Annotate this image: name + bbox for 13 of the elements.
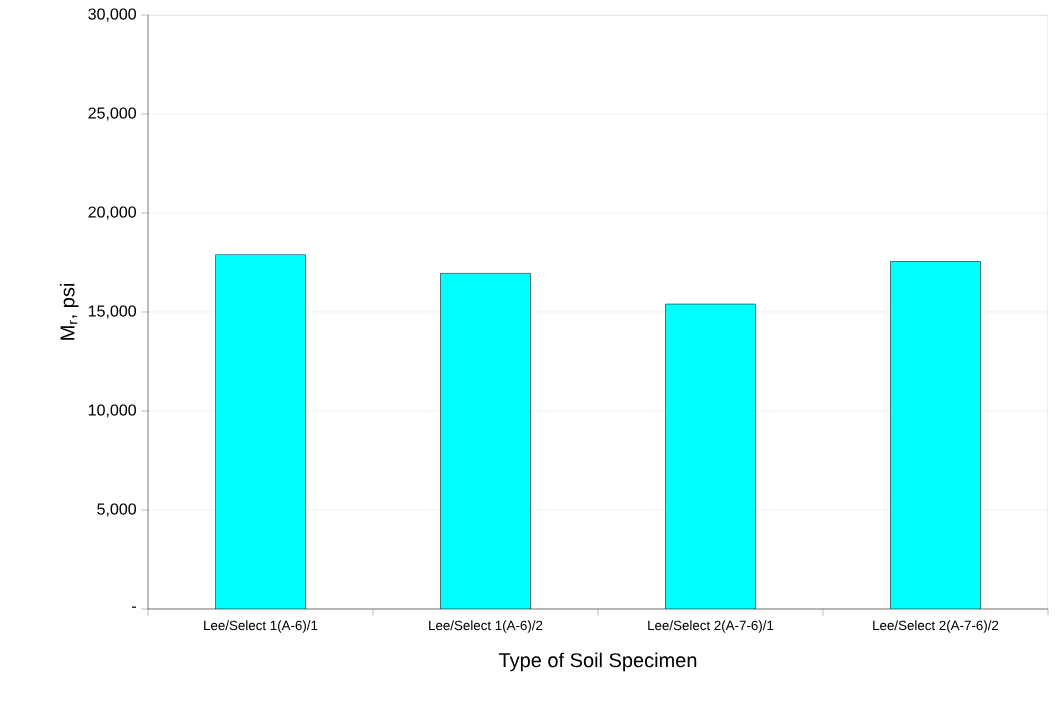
y-tick-label: - [132,606,136,608]
y-axis-title: M$_{r}$, psi [59,284,79,340]
x-tick-label: Lee/Select 2(A-7-6)/2 [873,620,999,633]
x-tick-label: Lee/Select 1(A-6)/2 [429,620,543,633]
x-axis-title: Type of Soil Specimen [498,652,697,672]
y-tick-label: 15,000 [88,305,136,319]
y-tick-label: 25,000 [88,107,136,121]
y-tick-label: 10,000 [88,404,136,418]
x-tick-label: Lee/Select 1(A-6)/1 [204,620,318,633]
y-tick-label: 5,000 [97,503,137,517]
x-tick-label: Lee/Select 2(A-7-6)/1 [648,620,774,633]
y-tick-label: 20,000 [88,206,136,220]
y-tick-label: 30,000 [88,8,136,22]
